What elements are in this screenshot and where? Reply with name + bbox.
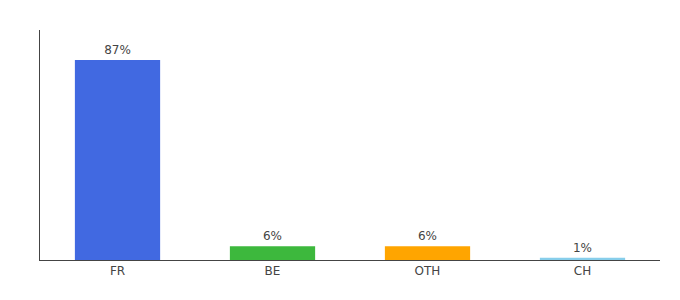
- svg-text:FR: FR: [110, 264, 125, 278]
- svg-text:6%: 6%: [418, 229, 437, 243]
- svg-text:1%: 1%: [573, 241, 592, 255]
- svg-text:87%: 87%: [104, 43, 131, 57]
- svg-text:OTH: OTH: [415, 264, 441, 278]
- svg-text:BE: BE: [265, 264, 281, 278]
- svg-text:6%: 6%: [263, 229, 282, 243]
- svg-text:CH: CH: [574, 264, 591, 278]
